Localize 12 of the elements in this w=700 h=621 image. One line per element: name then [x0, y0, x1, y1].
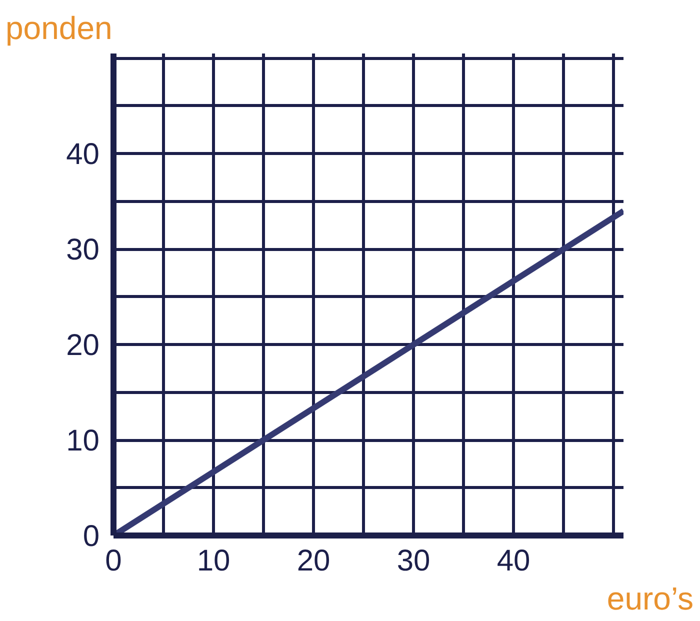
y-tick-label: 0 [82, 520, 100, 553]
y-tick-label: 10 [66, 424, 100, 458]
x-tick-label: 0 [105, 544, 122, 578]
y-tick-label: 20 [66, 329, 100, 362]
x-tick-label: 20 [296, 544, 330, 578]
y-tick-label: 30 [66, 234, 100, 267]
x-tick-label: 30 [396, 544, 430, 578]
x-tick-label: 40 [496, 544, 530, 578]
x-axis-title: euro’s [606, 580, 694, 616]
x-tick-label: 10 [196, 544, 230, 578]
y-tick-label: 40 [66, 138, 100, 172]
y-axis-title: ponden [6, 10, 112, 46]
